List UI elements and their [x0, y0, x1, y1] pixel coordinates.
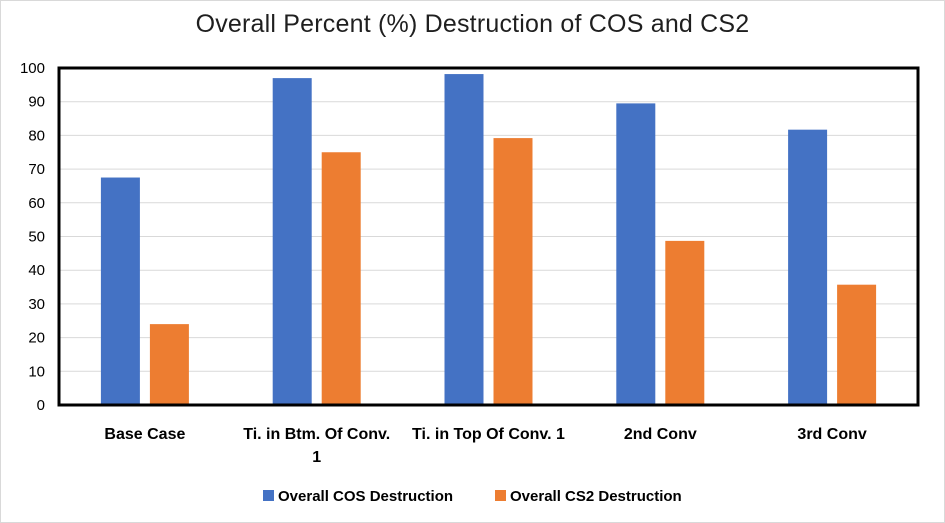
legend-label-cos[interactable]: Overall COS Destruction	[278, 488, 453, 505]
y-axis-ticks: 0 10 20 30 40 50 60 70 80 90 100	[20, 60, 45, 414]
category-label: 1	[312, 449, 321, 466]
y-tick-label: 60	[28, 195, 45, 212]
category-label: 2nd Conv	[624, 426, 697, 443]
bar-cos-4	[788, 129, 828, 405]
y-tick-label: 80	[28, 127, 45, 144]
y-tick-label: 70	[28, 161, 45, 178]
y-tick-label: 100	[20, 60, 45, 77]
category-label: Ti. in Top Of Conv. 1	[412, 426, 565, 443]
bar-cs2-2	[493, 138, 533, 405]
bar-cs2-0	[149, 324, 189, 405]
bar-cs2-1	[321, 152, 361, 405]
category-label: Ti. in Btm. Of Conv.	[243, 426, 390, 443]
legend[interactable]: Overall COS Destruction Overall CS2 Destr…	[263, 488, 682, 505]
bar-cos-0	[100, 177, 140, 405]
y-tick-label: 0	[37, 397, 45, 414]
legend-swatch-cs2[interactable]	[495, 490, 506, 501]
bar-cos-1	[272, 78, 312, 406]
y-tick-label: 10	[28, 363, 45, 380]
bar-cos-2	[444, 74, 484, 405]
y-tick-label: 40	[28, 262, 45, 279]
category-label: 3rd Conv	[797, 426, 866, 443]
y-tick-label: 50	[28, 229, 45, 246]
y-tick-label: 20	[28, 330, 45, 347]
y-tick-label: 90	[28, 94, 45, 111]
legend-swatch-cos[interactable]	[263, 490, 274, 501]
bar-cos-3	[616, 103, 656, 405]
y-tick-label: 30	[28, 296, 45, 313]
plot-area-border	[57, 66, 920, 407]
category-label: Base Case	[104, 426, 185, 443]
bar-cs2-3	[665, 240, 705, 405]
x-axis-categories: Base Case Ti. in Btm. Of Conv. 1 Ti. in Top…	[104, 426, 866, 466]
bars	[100, 74, 877, 406]
bar-cs2-4	[837, 284, 877, 405]
chart-title: Overall Percent (%) Destruction of COS a…	[195, 10, 750, 38]
legend-label-cs2[interactable]: Overall CS2 Destruction	[510, 488, 682, 505]
